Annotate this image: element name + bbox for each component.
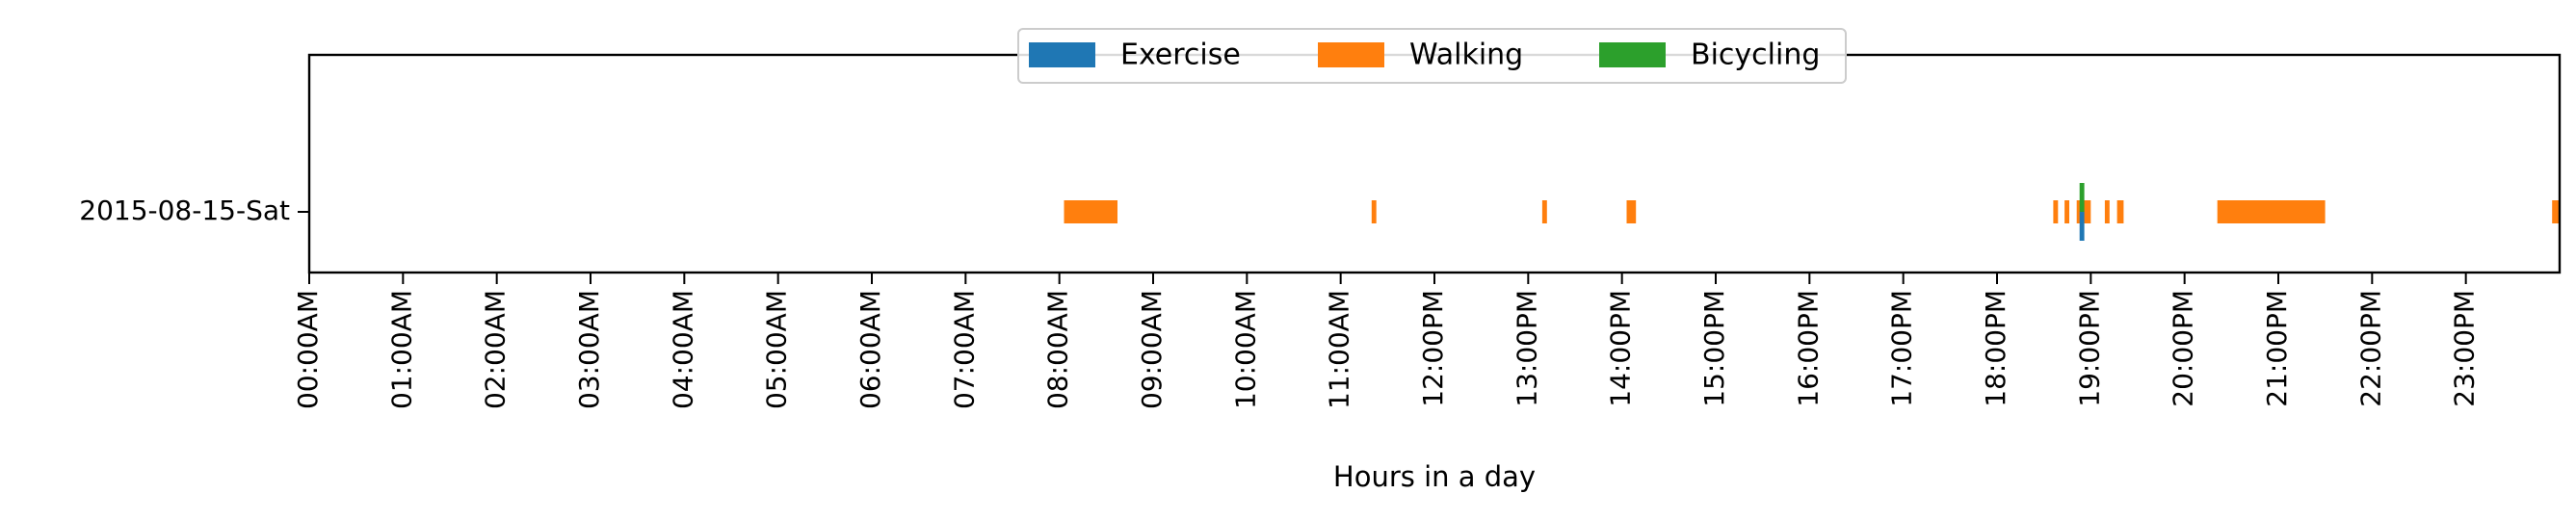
x-tick-label-18: 18:00PM <box>1980 290 2011 407</box>
exercise-bar-0 <box>2079 212 2085 241</box>
walking-bar-7 <box>2104 200 2110 223</box>
legend: Exercise Walking Bicycling <box>1017 28 1847 84</box>
x-tick-label-8: 08:00AM <box>1042 290 1074 409</box>
x-tick-label-4: 04:00AM <box>667 290 698 409</box>
walking-bar-0 <box>1064 200 1117 223</box>
legend-swatch-walking <box>1318 42 1384 67</box>
x-axis-title: Hours in a day <box>1333 460 1536 493</box>
x-tick-label-15: 15:00PM <box>1698 290 1730 407</box>
x-tick-label-10: 10:00AM <box>1229 290 1261 409</box>
x-tick-label-23: 23:00PM <box>2449 290 2481 407</box>
x-tick-label-22: 22:00PM <box>2354 290 2386 407</box>
x-tick-label-21: 21:00PM <box>2261 290 2293 407</box>
legend-label-bicycling: Bicycling <box>1691 39 1820 72</box>
plot-bars <box>1064 183 2560 241</box>
legend-swatch-bicycling <box>1599 42 1666 67</box>
walking-bar-9 <box>2217 200 2326 223</box>
legend-label-exercise: Exercise <box>1120 39 1241 72</box>
walking-bar-4 <box>2053 200 2059 223</box>
x-tick-label-11: 11:00AM <box>1324 290 1355 409</box>
x-tick-label-14: 14:00PM <box>1605 290 1637 407</box>
walking-bar-10 <box>2552 200 2560 223</box>
x-tick-label-6: 06:00AM <box>854 290 886 409</box>
x-tick-label-17: 17:00PM <box>1886 290 1918 407</box>
x-tick-label-20: 20:00PM <box>2168 290 2199 407</box>
x-tick-label-3: 03:00AM <box>573 290 605 409</box>
x-tick-label-19: 19:00PM <box>2073 290 2105 407</box>
x-tick-label-0: 00:00AM <box>292 290 324 409</box>
x-tick-label-7: 07:00AM <box>948 290 980 409</box>
legend-label-walking: Walking <box>1409 39 1523 72</box>
plot-frame <box>307 53 2562 274</box>
walking-bar-5 <box>2064 200 2069 223</box>
walking-bar-3 <box>1626 200 1637 223</box>
x-tick-label-12: 12:00PM <box>1417 290 1449 407</box>
y-axis: 2015-08-15-Sat <box>79 195 309 226</box>
walking-bar-8 <box>2116 200 2124 223</box>
x-tick-label-9: 09:00AM <box>1136 290 1168 409</box>
x-tick-label-13: 13:00PM <box>1511 290 1542 407</box>
legend-swatch-exercise <box>1029 42 1095 67</box>
x-tick-label-5: 05:00AM <box>761 290 793 409</box>
walking-bar-1 <box>1371 200 1377 223</box>
x-tick-label-1: 01:00AM <box>385 290 417 409</box>
x-tick-label-16: 16:00PM <box>1792 290 1824 407</box>
bicycling-bar-0 <box>2079 183 2085 212</box>
x-axis: 00:00AM 01:00AM 02:00AM 03:00AM 04:00AM 05:00… <box>292 273 2481 409</box>
y-tick-label-0: 2015-08-15-Sat <box>79 195 290 226</box>
walking-bar-2 <box>1541 200 1547 223</box>
x-tick-label-2: 02:00AM <box>480 290 512 409</box>
